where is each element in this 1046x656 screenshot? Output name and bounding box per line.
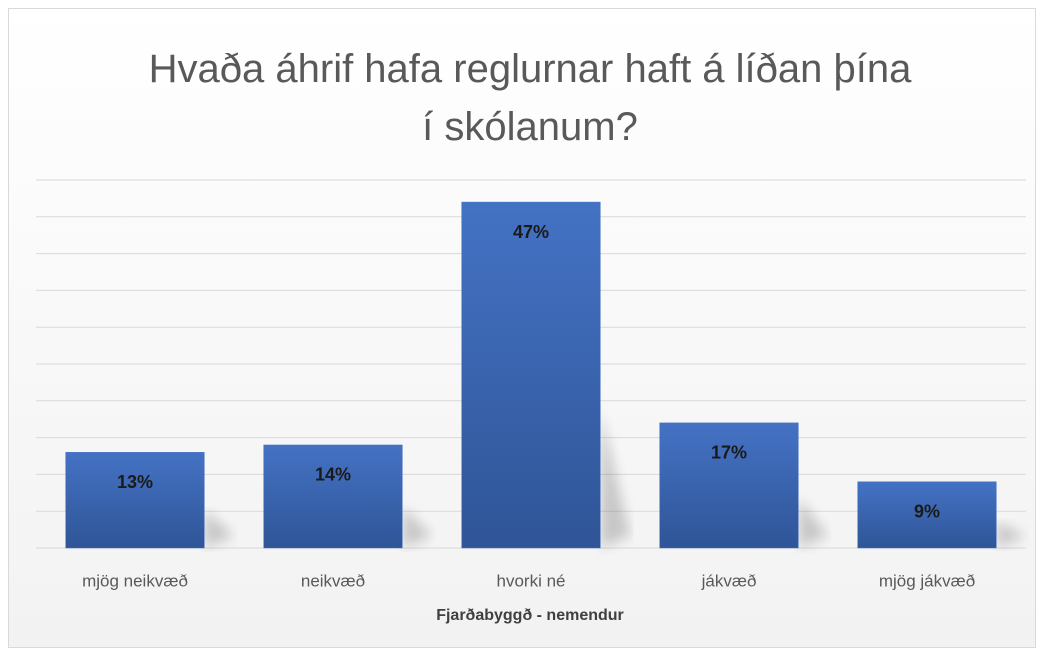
x-axis-title: Fjarðabyggð - nemendur [436,607,624,624]
bar-shadow [204,509,235,548]
bar-shadow [600,409,631,548]
data-label: 14% [315,465,351,485]
bar-shadow [996,521,1027,548]
data-label: 17% [711,443,747,463]
data-label: 13% [117,472,153,492]
x-tick-label: jákvæð [701,571,757,590]
bar [461,201,601,549]
data-label: 9% [914,502,940,522]
x-tick-label: hvorki né [497,571,566,590]
bar-shadow [402,506,433,548]
x-tick-label: mjög neikvæð [82,571,188,590]
x-tick-label: neikvæð [301,571,365,590]
bar [263,444,403,549]
bar [857,481,997,549]
bar-shadow [798,497,829,548]
x-tick-label: mjög jákvæð [879,571,975,590]
bar [659,422,799,549]
data-label: 47% [513,222,549,242]
bar [65,452,205,549]
chart-title: Hvaða áhrif hafa reglurnar haft á líðan … [148,47,912,149]
